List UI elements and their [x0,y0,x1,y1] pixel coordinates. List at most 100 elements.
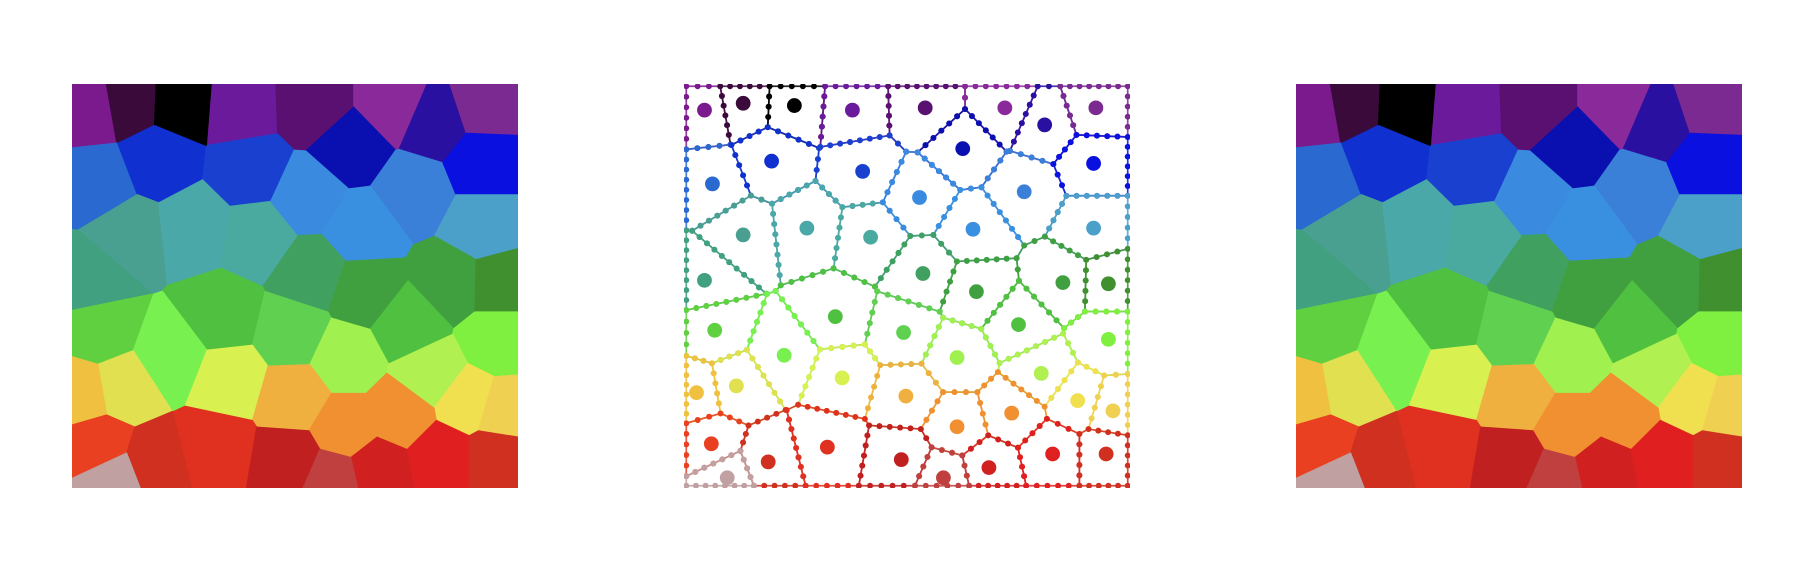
edge-dot [845,482,852,488]
edge-dot [694,145,701,152]
edge-dot [810,338,817,344]
edge-dot [861,279,868,286]
edge-dot [840,269,847,276]
edge-dot [889,179,896,186]
edge-dot [1065,340,1072,347]
edge-dot [836,224,843,231]
edge-dot [962,106,968,112]
edge-dot [1101,372,1108,379]
seed-dot [1037,117,1053,133]
seed-dot [827,309,843,325]
edge-dot [951,195,958,202]
edge-dot [817,143,824,150]
seed-dot [1105,403,1121,419]
edge-dot [916,473,923,480]
edge-dot [809,364,816,371]
edge-dot [1046,225,1053,232]
edge-dot [1124,360,1130,367]
edge-dot [940,314,947,321]
edge-dot [954,113,961,120]
edge-dot [825,191,832,198]
edge-dot [982,127,989,134]
edge-dot [692,482,699,488]
edge-dot [1002,374,1009,381]
voronoi-cell [1692,430,1742,488]
edge-dot [837,214,844,221]
edge-dot [885,84,892,90]
edge-dot [684,93,690,100]
edge-dot [1068,368,1075,375]
edge-dot [922,351,929,358]
edge-dot [733,296,740,303]
seed-dot [955,141,971,157]
edge-dot [1042,339,1048,345]
edge-dot [737,448,744,454]
edge-dot [923,435,930,442]
edge-dot [1050,217,1057,224]
edge-dot [1103,308,1110,315]
edge-dot [972,84,979,90]
edge-dot [885,102,892,109]
edge-dot [684,352,690,359]
edge-dot [684,227,690,234]
edge-dot [924,453,931,460]
edge-dot [867,348,873,355]
edge-dot [933,84,940,90]
edge-dot [741,271,748,278]
edge-dot [950,268,957,275]
edge-dot [1124,203,1130,210]
edge-dot [861,415,868,422]
edge-dot [714,212,721,219]
edge-dot [951,389,958,396]
edge-dot [684,287,690,294]
edge-dot [862,442,869,449]
edge-dot [819,184,826,191]
edge-dot [967,185,974,192]
seed-dot [997,100,1013,116]
edge-dot [797,321,804,328]
edge-dot [893,216,900,223]
edge-dot [1124,411,1130,418]
seed-dot [1016,184,1032,200]
edge-dot [1124,308,1130,315]
edge-dot [866,135,873,142]
edge-dot [761,482,768,488]
edge-dot [1018,386,1025,393]
edge-dot [1061,325,1068,332]
edge-dot [1066,84,1073,90]
edge-dot [904,84,911,90]
edge-dot [985,432,992,439]
edge-dot [1021,242,1028,249]
edge-dot [753,292,760,299]
edge-dot [842,411,849,418]
edge-dot [746,133,753,140]
seed-dot [936,470,951,486]
voronoi-cell [1526,448,1583,488]
edge-dot [955,482,962,488]
edge-dot [1124,192,1130,199]
edge-dot [1124,287,1130,294]
edge-dot [777,84,784,90]
edge-dot [741,482,748,488]
edge-dot [925,370,932,377]
edge-dot [1092,308,1099,315]
edge-dot [1054,209,1061,216]
edge-dot [1019,463,1026,470]
edge-dot [886,112,892,119]
edge-dot [990,200,997,207]
edge-dot [900,482,907,488]
edge-dot [908,361,915,368]
edge-dot [798,275,805,282]
edge-dot [1032,343,1039,350]
edge-dot [771,221,778,228]
edge-dot [1095,84,1102,90]
seed-dot [776,347,792,363]
edge-dot [932,379,939,386]
edge-dot [820,268,827,275]
edge-dot [715,400,722,407]
edge-dot [966,482,973,488]
edge-dot [957,186,964,193]
edge-dot [750,328,757,335]
edge-dot [857,472,864,479]
edge-dot [961,462,968,469]
